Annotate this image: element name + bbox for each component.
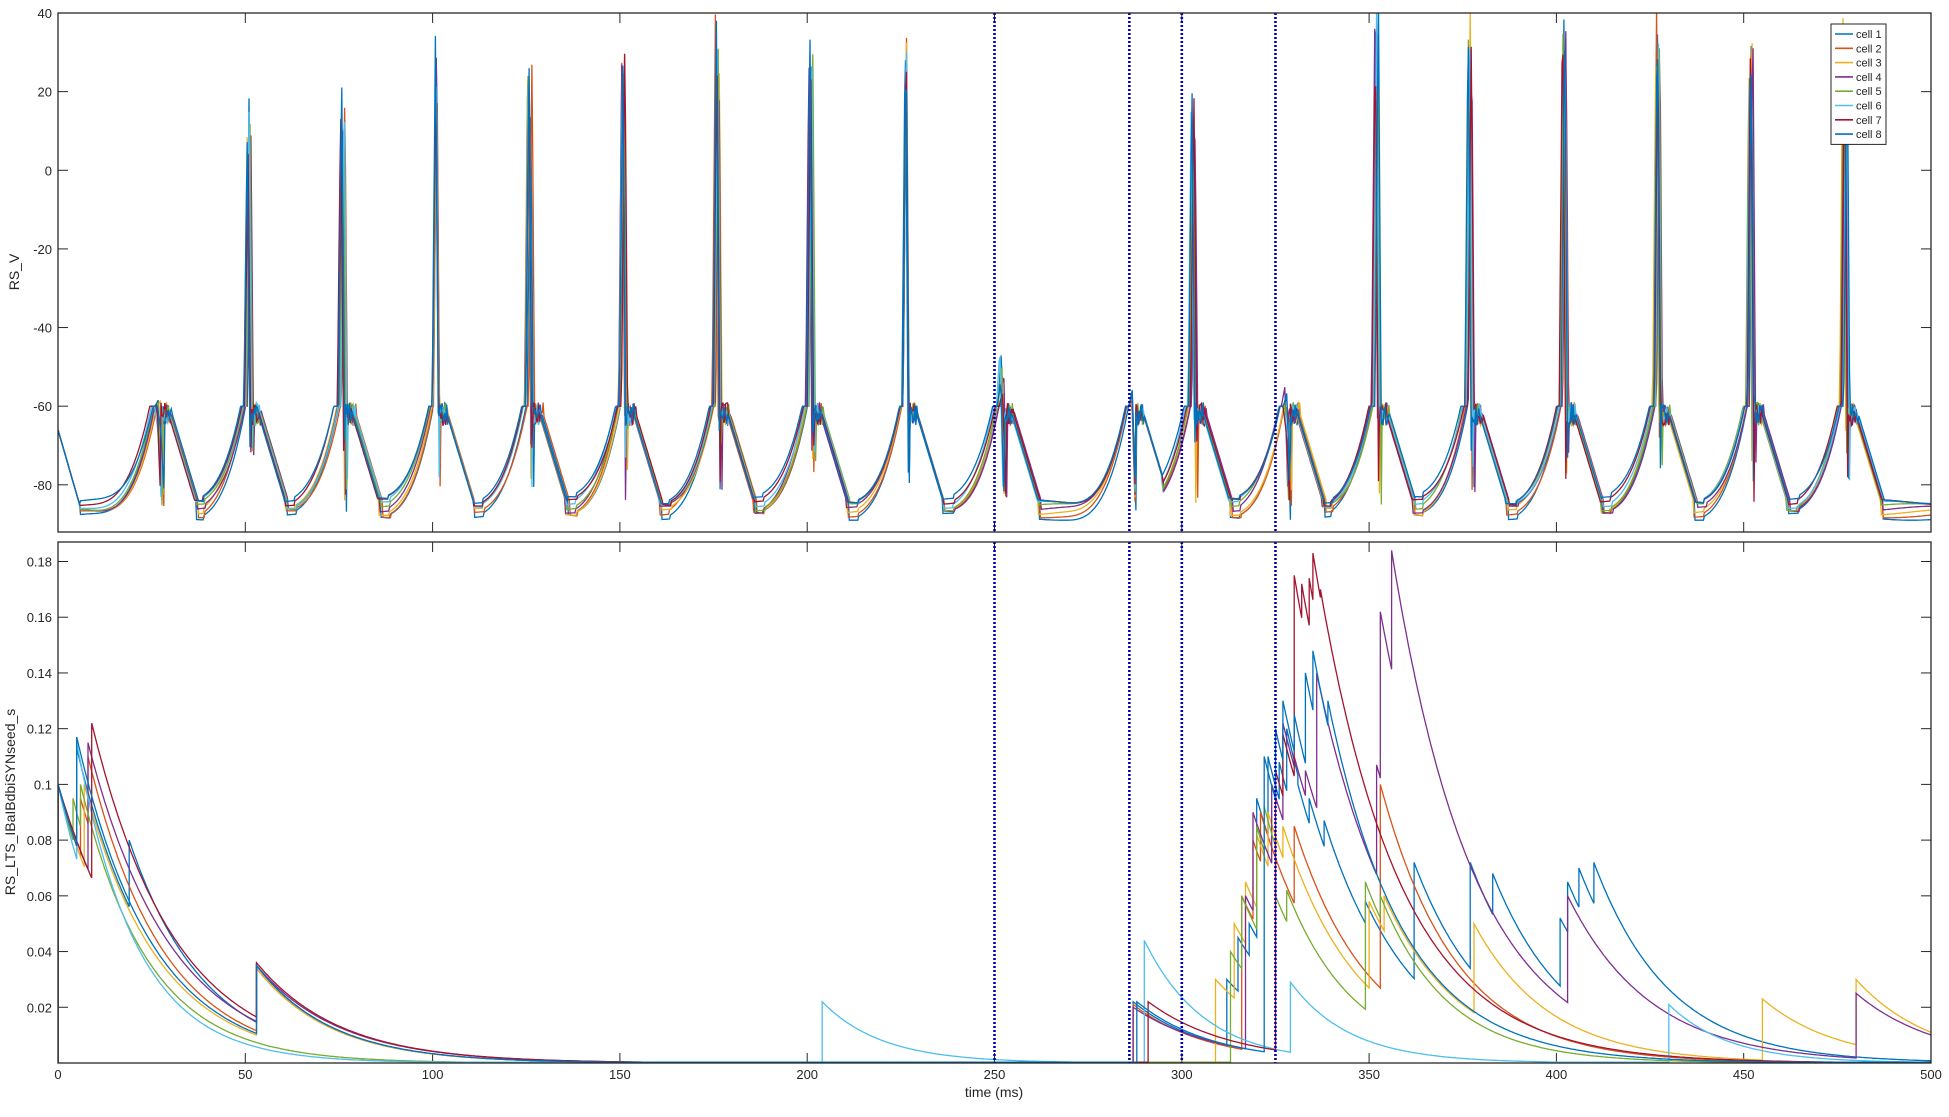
x-axis-label: time (ms) <box>965 1084 1023 1100</box>
legend-label: cell 3 <box>1856 58 1882 70</box>
x-tick-label: 500 <box>1920 1067 1942 1082</box>
legend: cell 1 cell 2 cell 3 cell 4 cell 5 cell 6 cell… <box>1830 23 1887 145</box>
synapse-y-tick-label: 0.06 <box>27 889 52 904</box>
legend-label: cell 1 <box>1856 29 1882 41</box>
x-tick-label: 0 <box>54 1067 61 1082</box>
voltage-y-tick-label: -60 <box>33 399 52 414</box>
synapse-plot: 0 50 100 150 200 250 300 350 400 450 500 0.02 0.04 0.… <box>2 541 1942 1082</box>
legend-label: cell 8 <box>1856 129 1882 141</box>
x-tick-label: 50 <box>238 1067 252 1082</box>
synapse-trace-8 <box>58 650 1931 1063</box>
voltage-y-tick-label: 40 <box>38 6 52 21</box>
x-tick-label: 200 <box>796 1067 818 1082</box>
synapse-y-tick-label: 0.04 <box>27 945 52 960</box>
synapse-plot-frame <box>57 541 1932 1064</box>
voltage-plot-frame <box>57 12 1932 533</box>
voltage-y-axis-label: RS_V <box>6 253 22 290</box>
x-tick-label: 400 <box>1546 1067 1568 1082</box>
legend-label: cell 6 <box>1856 101 1882 113</box>
synapse-y-tick-label: 0.08 <box>27 833 52 848</box>
legend-label: cell 5 <box>1856 86 1882 98</box>
voltage-y-tick-label: -80 <box>33 478 52 493</box>
synapse-y-tick-label: 0.16 <box>27 610 52 625</box>
legend-label: cell 2 <box>1856 43 1882 55</box>
x-tick-label: 250 <box>984 1067 1006 1082</box>
voltage-y-tick-label: 0 <box>45 163 52 178</box>
synapse-y-tick-label: 0.02 <box>27 1000 52 1015</box>
x-tick-label: 100 <box>422 1067 444 1082</box>
voltage-trace-5 <box>58 27 1931 512</box>
legend-label: cell 4 <box>1856 72 1882 84</box>
synapse-y-tick-label: 0.18 <box>27 555 52 570</box>
x-tick-label: 150 <box>609 1067 631 1082</box>
legend-label: cell 7 <box>1856 115 1882 127</box>
synapse-y-tick-label: 0.12 <box>27 722 52 737</box>
x-tick-label: 450 <box>1733 1067 1755 1082</box>
voltage-y-tick-label: -20 <box>33 242 52 257</box>
legend-box <box>1830 23 1887 145</box>
x-tick-label: 350 <box>1358 1067 1380 1082</box>
x-tick-label: 300 <box>1171 1067 1193 1082</box>
synapse-y-tick-label: 0.1 <box>34 777 52 792</box>
synapse-y-axis-label: RS_LTS_IBaIBdbiSYNseed_s <box>2 709 18 896</box>
voltage-y-tick-label: -40 <box>33 321 52 336</box>
synapse-y-tick-label: 0.14 <box>27 666 52 681</box>
voltage-y-tick-label: 20 <box>38 85 52 100</box>
